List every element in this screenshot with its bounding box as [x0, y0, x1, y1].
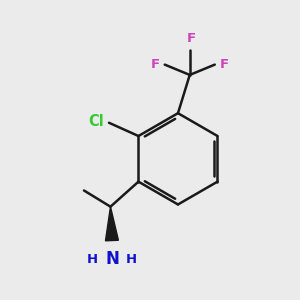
Text: F: F	[150, 58, 159, 71]
Text: Cl: Cl	[88, 114, 104, 129]
Text: H: H	[87, 253, 98, 266]
Text: F: F	[220, 58, 229, 71]
Text: F: F	[187, 32, 196, 46]
Text: H: H	[126, 253, 137, 266]
Text: N: N	[105, 250, 119, 268]
Polygon shape	[106, 207, 118, 241]
